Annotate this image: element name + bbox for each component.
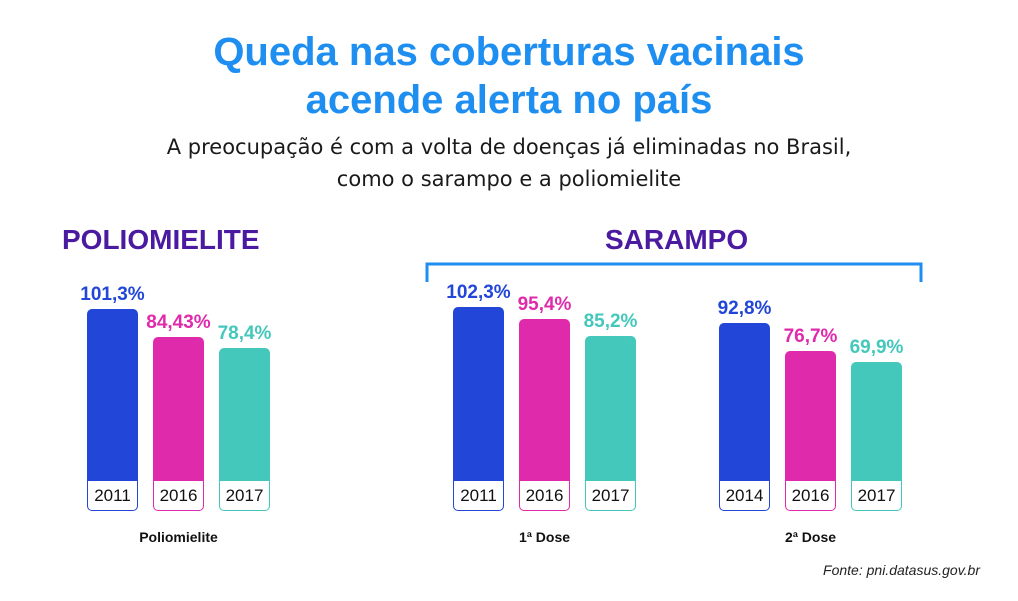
bar-3-2016 [785, 350, 836, 481]
bar-2-2011 [453, 307, 504, 481]
year-label: 2017 [219, 481, 270, 511]
heading-poliomielite: POLIOMIELITE [62, 224, 260, 255]
value-label: 76,7% [783, 325, 838, 347]
subtitle-line-2: como o sarampo e a poliomielite [336, 167, 682, 191]
value-label: 78,4% [217, 322, 272, 344]
source-note: Fonte: pni.datasus.gov.br [823, 562, 980, 578]
bar-1-2016 [153, 337, 204, 481]
group-label: 1ª Dose [518, 529, 571, 545]
bar-3-2014 [719, 323, 770, 481]
year-label: 2016 [519, 481, 570, 511]
year-label: 2014 [719, 481, 770, 511]
value-label: 69,9% [849, 337, 904, 359]
value-label: 95,4% [517, 293, 572, 315]
value-label: 85,2% [583, 311, 638, 333]
group-label: 2ª Dose [784, 529, 837, 545]
value-label: 102,3% [446, 282, 511, 304]
bar-1-2011 [87, 308, 138, 481]
bar-2-2017 [585, 336, 636, 481]
bar-2-2016 [519, 318, 570, 481]
group-label: Poliomielite [139, 529, 218, 545]
heading-sarampo: SARAMPO [605, 224, 749, 255]
year-label: 2016 [153, 481, 204, 511]
value-label: 92,8% [717, 298, 772, 320]
value-label: 84,43% [146, 312, 211, 334]
title-line-2: acende alerta no país [305, 78, 713, 122]
title-line-1: Queda nas coberturas vacinais [213, 30, 805, 74]
year-label: 2011 [453, 481, 504, 511]
bar-3-2017 [851, 362, 902, 481]
year-label: 2016 [785, 481, 836, 511]
year-label: 2017 [585, 481, 636, 511]
subtitle-line-1: A preocupação é com a volta de doenças j… [166, 135, 852, 159]
year-label: 2017 [851, 481, 902, 511]
sarampo-bracket-line [425, 262, 923, 282]
year-label: 2011 [87, 481, 138, 511]
bar-1-2017 [219, 347, 270, 481]
value-label: 101,3% [80, 283, 145, 305]
